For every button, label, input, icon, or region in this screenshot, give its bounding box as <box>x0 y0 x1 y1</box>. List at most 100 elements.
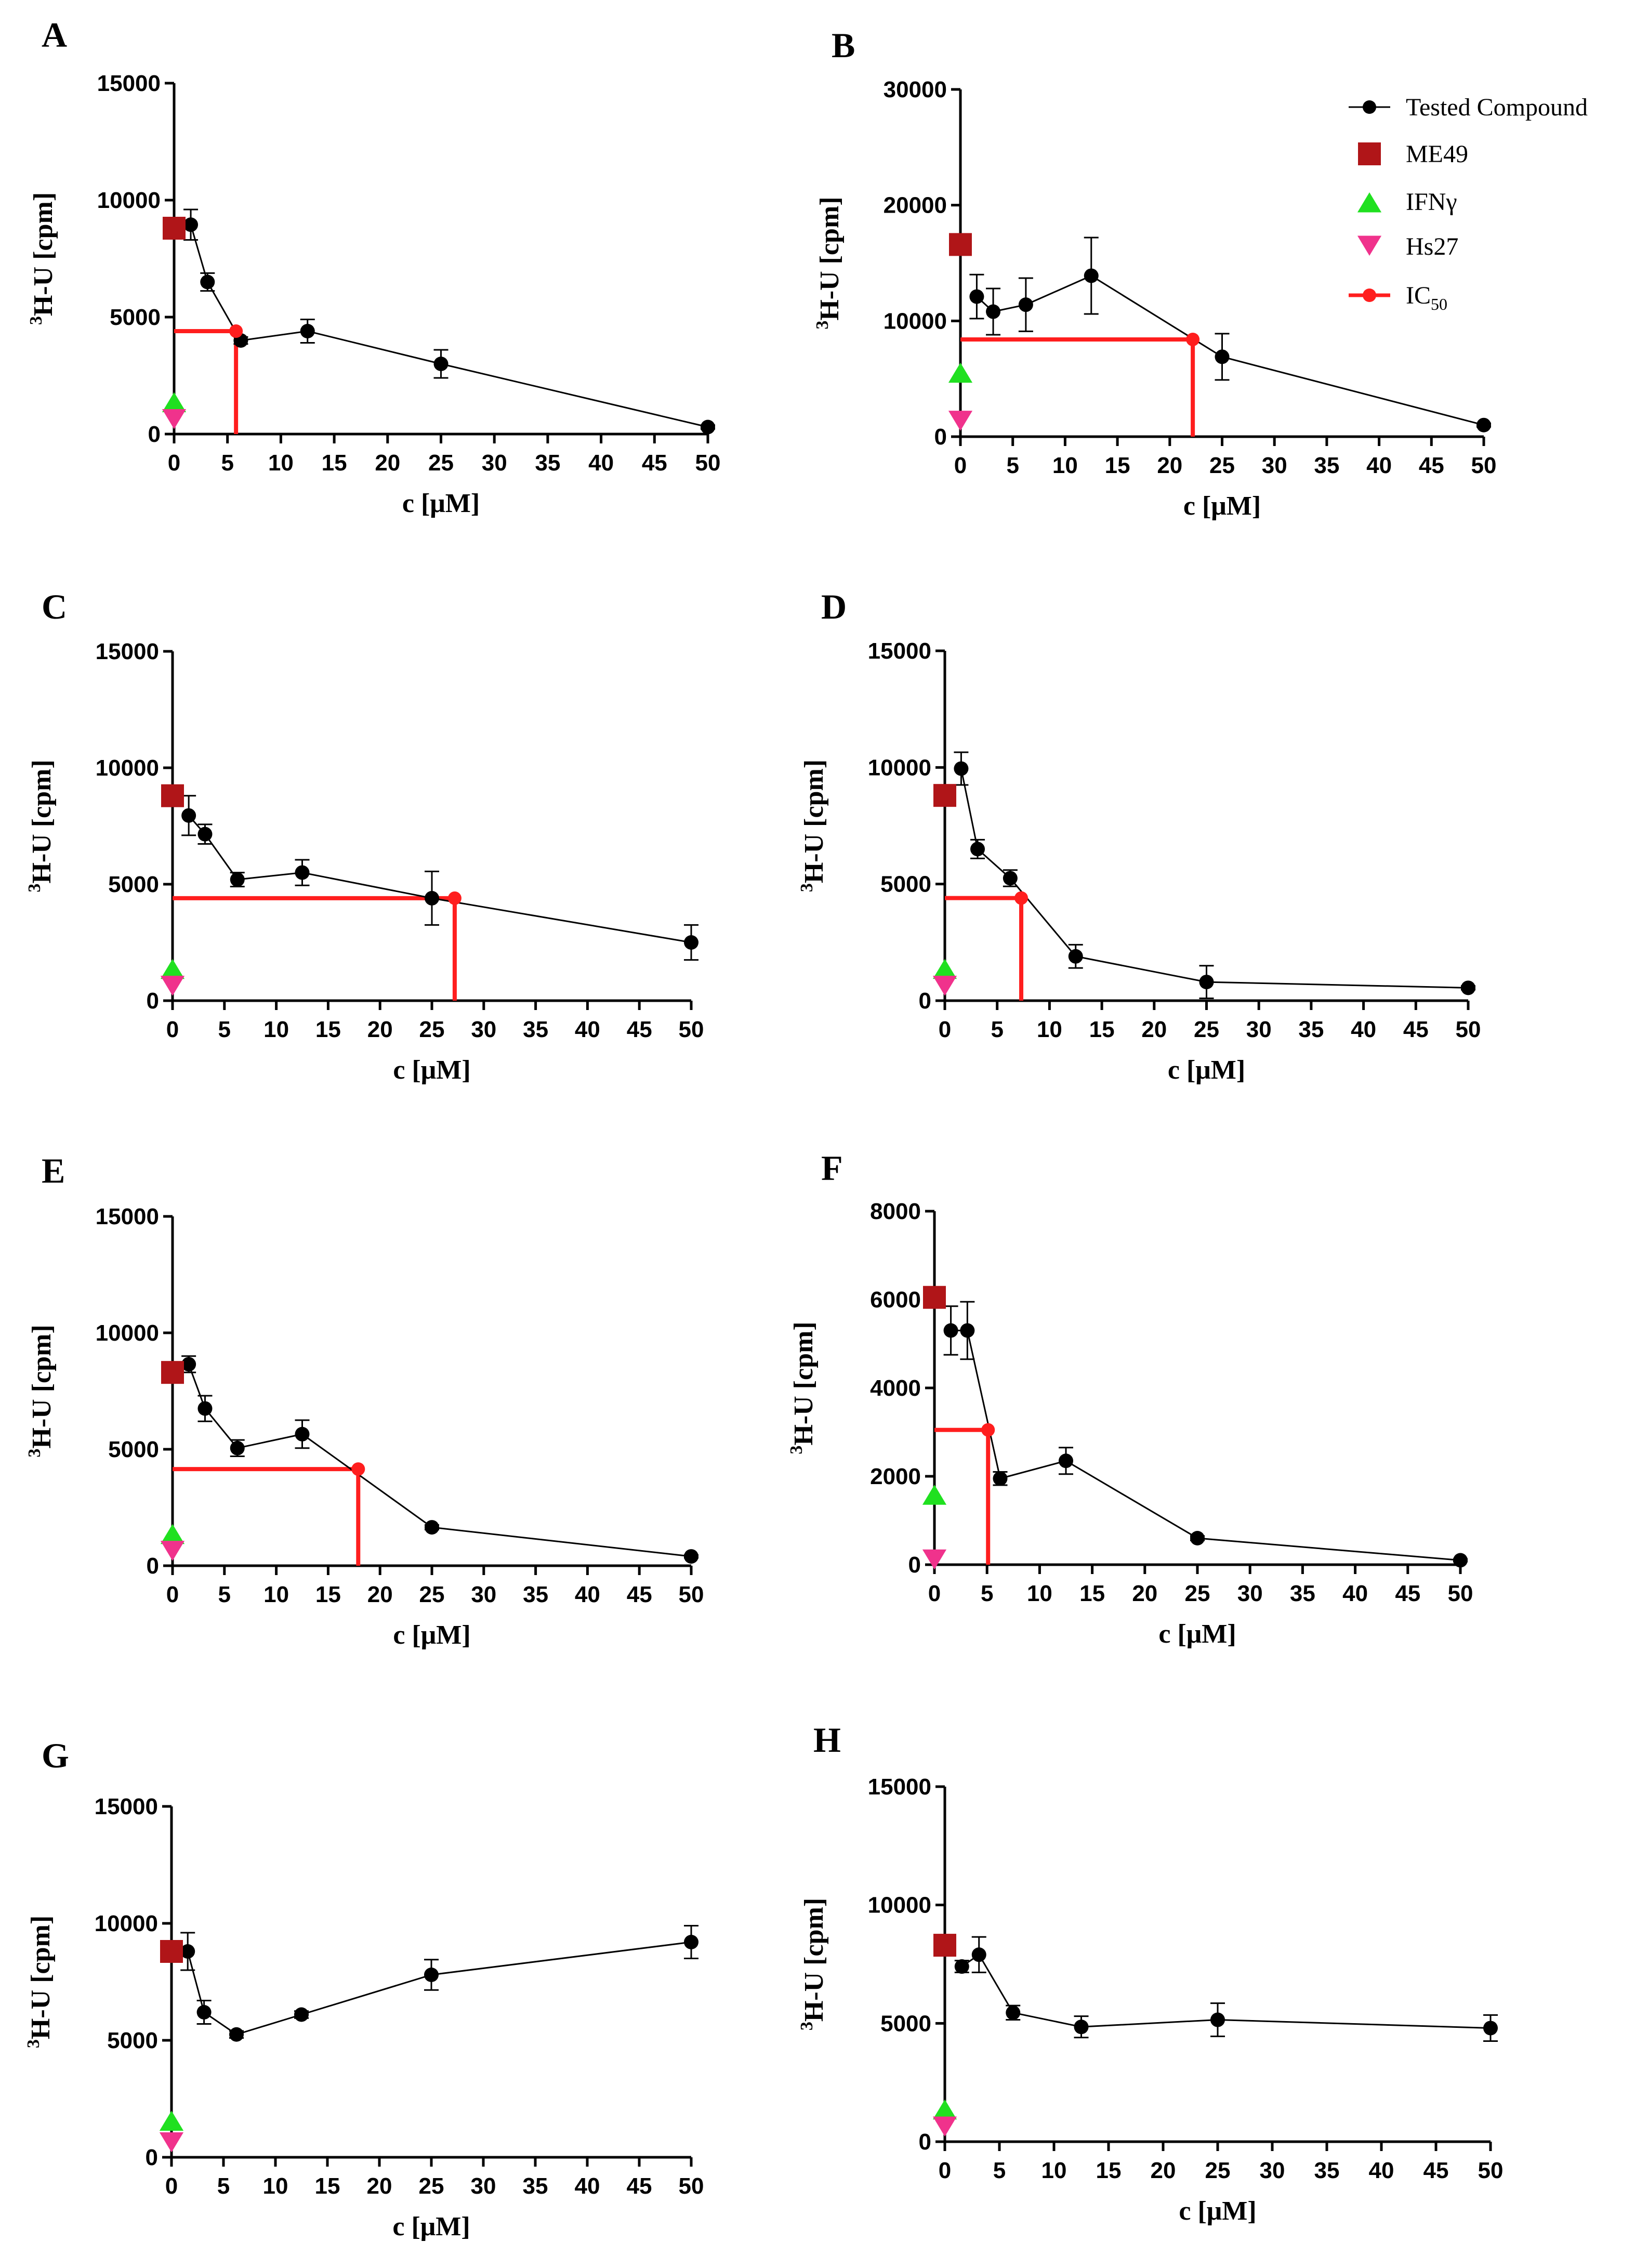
y-axis-label-main: H-U [cpm] <box>26 1916 56 2039</box>
y-tick-label: 15000 <box>96 639 159 664</box>
x-tick-label: 40 <box>575 1017 600 1042</box>
y-tick-label: 15000 <box>868 1774 931 1800</box>
x-tick-label: 40 <box>588 450 614 476</box>
y-tick-label: 10000 <box>96 755 159 781</box>
y-tick-label: 0 <box>919 988 931 1014</box>
data-point <box>1483 2021 1498 2036</box>
data-point <box>943 1323 958 1338</box>
x-tick-label: 20 <box>1157 453 1182 478</box>
data-point <box>295 1426 310 1441</box>
x-tick-label: 10 <box>1041 2158 1067 2183</box>
x-tick-label: 40 <box>1366 453 1392 478</box>
x-tick-label: 30 <box>471 1017 496 1042</box>
ifn-marker <box>159 2110 184 2131</box>
y-axis-label-main: H-U [cpm] <box>29 192 58 316</box>
y-tick-label: 0 <box>908 1552 921 1578</box>
x-tick-label: 5 <box>217 2173 230 2199</box>
x-axis-label: c [μM] <box>1168 1055 1245 1085</box>
x-tick-label: 20 <box>375 450 400 476</box>
x-tick-label: 35 <box>523 1017 548 1042</box>
x-axis-label: c [μM] <box>393 1055 470 1085</box>
x-tick-label: 10 <box>263 1582 289 1607</box>
x-tick-label: 0 <box>939 2158 951 2183</box>
legend-label-main: IFNγ <box>1406 188 1457 216</box>
y-axis-label-sup: 3 <box>797 2022 816 2030</box>
me49-marker <box>160 1940 183 1963</box>
legend-label-sub: 50 <box>1431 295 1447 313</box>
panel-letter-e: E <box>42 1151 65 1190</box>
x-tick-label: 45 <box>1395 1581 1420 1606</box>
ifn-marker <box>948 362 973 383</box>
x-tick-label: 40 <box>575 1582 600 1607</box>
data-point <box>295 865 310 880</box>
data-point <box>969 289 984 304</box>
x-tick-label: 20 <box>367 1582 393 1607</box>
legend-label: ME49 <box>1406 140 1468 168</box>
x-tick-label: 5 <box>218 1017 231 1042</box>
x-tick-label: 45 <box>1419 453 1444 478</box>
x-tick-label: 30 <box>482 450 507 476</box>
x-tick-label: 50 <box>679 2173 704 2199</box>
data-point <box>1018 297 1033 312</box>
x-tick-label: 5 <box>218 1582 231 1607</box>
data-point <box>986 304 1001 319</box>
x-tick-label: 5 <box>993 2158 1006 2183</box>
y-tick-label: 10000 <box>868 1893 931 1918</box>
y-axis-label: 3H-U [cpm] <box>25 759 57 892</box>
data-point <box>200 274 215 290</box>
data-point <box>1461 980 1475 995</box>
y-tick-label: 10000 <box>868 755 931 780</box>
data-point <box>970 842 985 857</box>
ifn-marker <box>160 1524 185 1544</box>
y-axis-label: 3H-U [cpm] <box>25 1325 57 1457</box>
data-point <box>230 1440 245 1456</box>
x-tick-label: 15 <box>315 1582 341 1607</box>
hs27-marker <box>948 411 973 431</box>
x-tick-label: 5 <box>221 450 233 476</box>
data-point <box>1006 2005 1021 2020</box>
x-tick-label: 50 <box>695 450 721 476</box>
x-tick-label: 45 <box>627 1017 652 1042</box>
x-tick-label: 25 <box>1194 1017 1219 1042</box>
y-axis-label-main: H-U [cpm] <box>799 759 829 883</box>
data-point <box>425 890 439 906</box>
data-point <box>684 1549 698 1564</box>
ic50-point <box>351 1462 365 1476</box>
legend-square-marker <box>1358 142 1381 165</box>
series-line <box>187 1941 692 2036</box>
legend-label-main: ME49 <box>1406 140 1468 168</box>
x-tick-label: 35 <box>523 2173 548 2199</box>
hs27-marker <box>162 409 187 429</box>
y-tick-label: 6000 <box>870 1287 921 1313</box>
data-point <box>180 1944 195 1959</box>
y-tick-label: 5000 <box>108 1437 159 1462</box>
y-tick-label: 20000 <box>884 193 947 218</box>
y-tick-label: 10000 <box>95 1911 158 1936</box>
series-line <box>188 1364 692 1557</box>
data-point <box>1068 949 1083 964</box>
panel-letter-c: C <box>42 587 67 626</box>
data-point <box>229 2027 244 2042</box>
data-point <box>971 1947 986 1962</box>
x-tick-label: 0 <box>165 2173 178 2199</box>
legend-circle-marker <box>1363 100 1376 114</box>
me49-marker <box>949 233 972 256</box>
x-tick-label: 50 <box>1448 1581 1473 1606</box>
x-tick-label: 15 <box>1105 453 1130 478</box>
ifn-marker <box>160 959 185 979</box>
x-axis-label: c [μM] <box>392 2212 470 2241</box>
data-point <box>1215 349 1230 364</box>
x-tick-label: 35 <box>1314 453 1339 478</box>
data-point <box>684 935 698 950</box>
y-axis-label-main: H-U [cpm] <box>815 196 845 320</box>
y-tick-label: 10000 <box>97 188 161 213</box>
chart-panel-h: H 0 5000 10000 15000 0 5 10 15 20 25 30 35 40 45 50 c [μ… <box>797 1720 1503 2226</box>
x-tick-label: 25 <box>1185 1581 1210 1606</box>
x-tick-label: 30 <box>1262 453 1287 478</box>
y-axis-label: 3H-U [cpm] <box>813 196 845 329</box>
me49-marker <box>161 1361 184 1384</box>
data-point <box>1190 1531 1205 1545</box>
y-axis-label-sup: 3 <box>787 1446 806 1454</box>
data-point <box>701 419 715 435</box>
